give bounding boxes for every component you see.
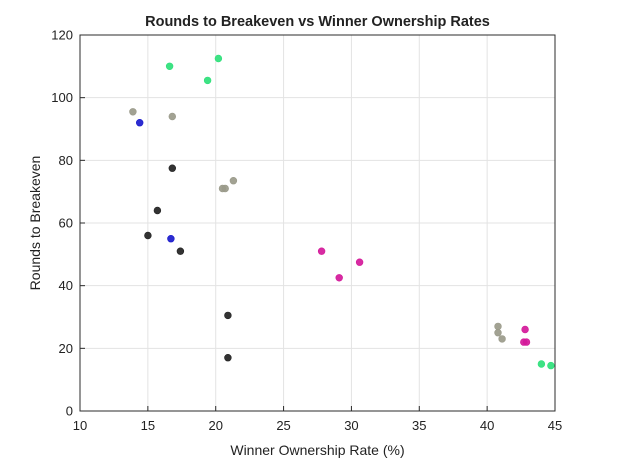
data-point — [521, 325, 529, 334]
y-tick-label: 80 — [59, 153, 73, 168]
x-tick-label: 30 — [344, 418, 358, 433]
x-tick-label: 40 — [480, 418, 494, 433]
grid-lines — [79, 34, 556, 412]
data-point — [494, 322, 502, 331]
data-point — [537, 360, 546, 368]
data-point — [522, 338, 531, 346]
data-point — [498, 335, 506, 343]
data-points — [129, 54, 555, 370]
data-point — [168, 112, 177, 121]
data-point — [136, 118, 144, 127]
data-point — [355, 258, 364, 266]
x-tick-label: 20 — [208, 418, 222, 433]
y-tick-label: 100 — [51, 90, 73, 105]
data-point — [153, 206, 162, 215]
data-point — [167, 235, 175, 243]
x-axis-label: Winner Ownership Rate (%) — [230, 442, 404, 458]
data-point — [229, 177, 238, 185]
data-point — [221, 184, 229, 193]
data-point — [317, 247, 326, 255]
data-point — [494, 329, 502, 337]
data-point — [214, 54, 223, 63]
y-axis-label: Rounds to Breakeven — [27, 156, 43, 291]
data-point — [224, 311, 232, 320]
x-tick-label: 35 — [412, 418, 426, 433]
y-tick-label: 40 — [59, 278, 73, 293]
x-tick-label: 15 — [141, 418, 155, 433]
data-point — [176, 247, 185, 255]
data-point — [129, 108, 137, 116]
y-tick-label: 120 — [51, 28, 73, 43]
x-tick-label: 10 — [73, 418, 87, 433]
data-point — [335, 274, 343, 282]
x-tick-label: 45 — [548, 418, 562, 433]
data-point — [224, 354, 232, 362]
data-point — [144, 231, 152, 240]
y-tick-label: 20 — [59, 341, 73, 356]
data-point — [547, 361, 555, 370]
x-tick-label: 25 — [276, 418, 290, 433]
chart-title: Rounds to Breakeven vs Winner Ownership … — [145, 14, 490, 30]
data-point — [203, 76, 212, 85]
axis-ticks: 10 15 20 25 30 35 40 45 0 20 40 60 80 100 120 — [51, 28, 562, 434]
data-point — [165, 62, 174, 71]
y-tick-label: 60 — [59, 216, 73, 231]
y-tick-label: 0 — [66, 404, 73, 419]
data-point — [168, 164, 177, 172]
